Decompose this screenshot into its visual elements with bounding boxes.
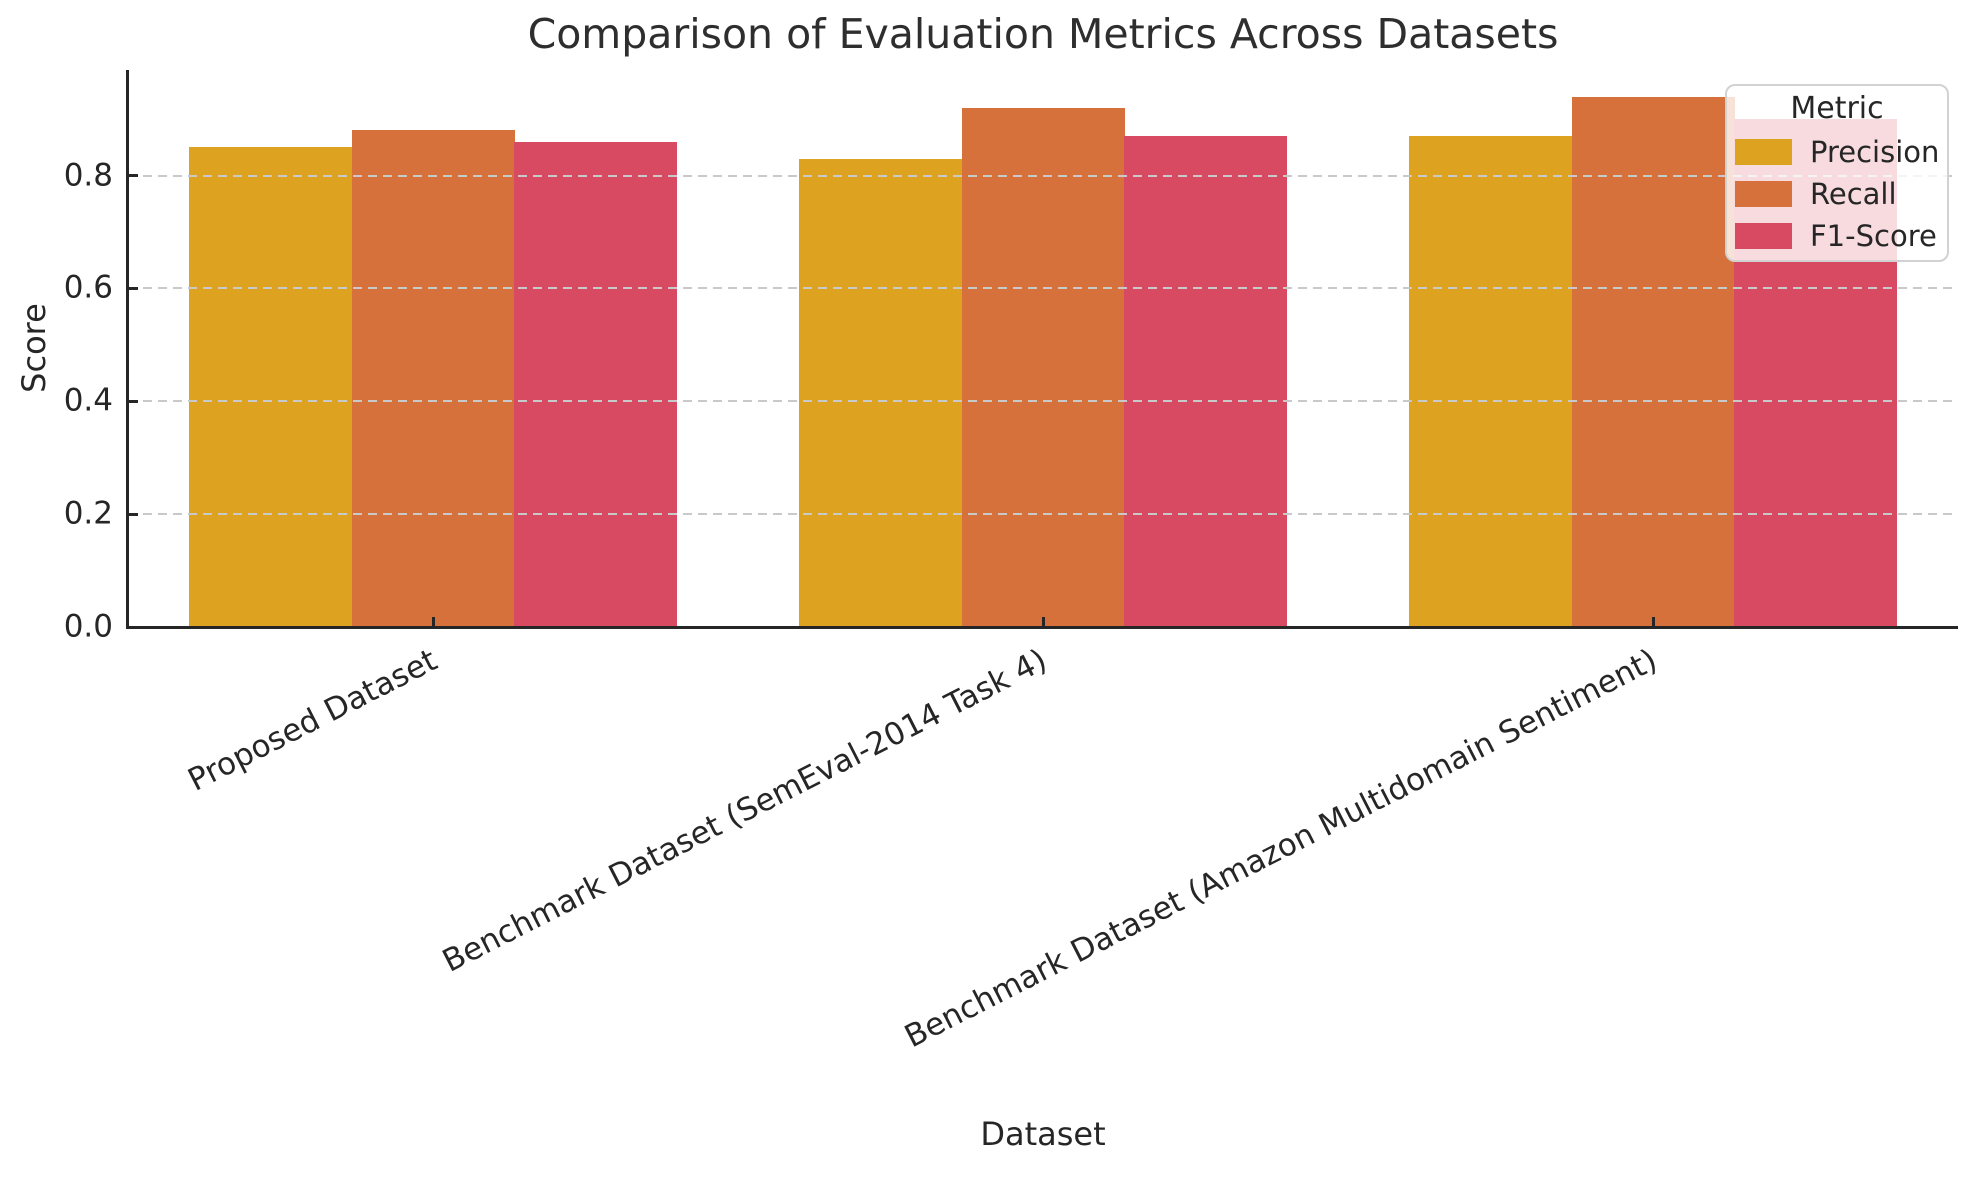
bar-recall-1	[961, 107, 1125, 627]
y-tick-label: 0.0	[63, 608, 113, 645]
legend: Metric Precision Recall F1-Score	[1725, 84, 1949, 262]
y-tick	[129, 512, 138, 516]
gridline-0-2	[128, 513, 1958, 516]
legend-entry-label: Recall	[1810, 176, 1897, 211]
x-tick-label: Benchmark Dataset (Amazon Multidomain Se…	[899, 642, 1663, 1056]
y-tick-label: 0.2	[63, 495, 113, 532]
y-tick	[129, 286, 138, 290]
x-tick-label: Proposed Dataset	[182, 642, 443, 799]
bar-precision-1	[799, 158, 963, 627]
bar-precision-2	[1409, 136, 1573, 627]
bar-recall-2	[1571, 96, 1735, 627]
gridline-0-4	[128, 400, 1958, 403]
x-axis-spine	[126, 626, 1958, 629]
x-tick-label: Benchmark Dataset (SemEval-2014 Task 4)	[437, 642, 1053, 980]
x-tick	[1651, 617, 1655, 626]
y-tick-label: 0.8	[63, 157, 113, 193]
x-axis-label: Dataset	[980, 1115, 1106, 1153]
y-tick	[129, 399, 138, 403]
gridline-0-8	[128, 174, 1958, 177]
x-tick	[431, 617, 435, 626]
legend-entry-label: F1-Score	[1810, 218, 1937, 253]
legend-entries: Precision Recall F1-Score	[1727, 131, 1947, 257]
y-tick-label: 0.4	[63, 382, 113, 419]
x-tick	[1041, 617, 1045, 626]
legend-swatch-f1-score	[1735, 223, 1792, 249]
bar-precision-0	[189, 147, 353, 627]
plot-area: Metric Precision Recall F1-Score	[126, 70, 1958, 629]
legend-entry: F1-Score	[1727, 215, 1947, 257]
bar-f1-score-0	[514, 141, 678, 627]
legend-swatch-precision	[1735, 139, 1792, 165]
bar-f1-score-1	[1124, 136, 1288, 627]
y-tick	[129, 174, 138, 177]
y-axis-label: Score	[15, 303, 53, 393]
legend-title: Metric	[1790, 91, 1884, 126]
y-tick	[129, 625, 138, 629]
legend-entry: Recall	[1727, 173, 1947, 215]
gridline-0-6	[128, 287, 1958, 290]
legend-swatch-recall	[1735, 181, 1792, 207]
y-axis-spine	[126, 70, 129, 629]
legend-entry-label: Precision	[1810, 134, 1940, 169]
y-tick-label: 0.6	[63, 269, 113, 306]
bar-recall-0	[351, 130, 515, 627]
legend-entry: Precision	[1727, 131, 1947, 173]
chart-title: Comparison of Evaluation Metrics Across …	[527, 10, 1559, 58]
